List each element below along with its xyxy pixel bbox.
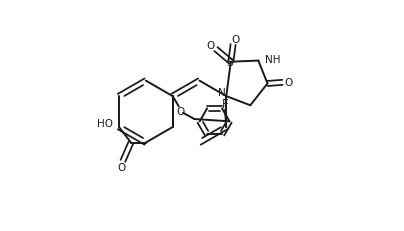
Text: O: O — [118, 162, 126, 172]
Text: F: F — [222, 97, 228, 110]
Text: HO: HO — [97, 119, 113, 129]
Text: S: S — [226, 58, 233, 67]
Text: NH: NH — [265, 55, 280, 64]
Text: N: N — [218, 88, 226, 97]
Text: O: O — [232, 35, 240, 45]
Text: O: O — [207, 40, 215, 50]
Text: O: O — [177, 106, 185, 116]
Text: O: O — [284, 78, 292, 88]
